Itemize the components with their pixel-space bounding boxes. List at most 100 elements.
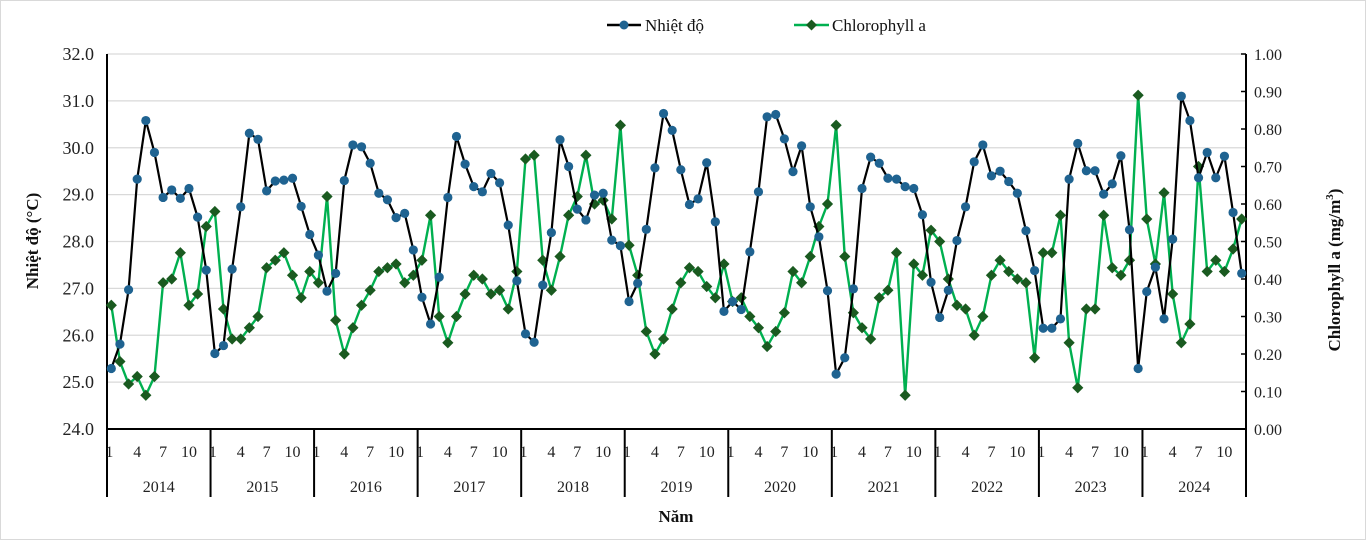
chlorophyll-point — [519, 153, 532, 165]
y2-tick-label: 0.10 — [1254, 385, 1282, 402]
chlorophyll-point — [433, 310, 445, 323]
year-label: 2024 — [1178, 479, 1210, 496]
temperature-point — [1228, 207, 1238, 218]
chlorophyll-point — [424, 209, 437, 221]
temperature-point — [883, 173, 893, 183]
chlorophyll-point — [122, 378, 135, 390]
month-tick-label: 7 — [263, 444, 271, 461]
y-tick-label: 31.0 — [63, 91, 95, 111]
chlorophyll-point — [286, 269, 299, 281]
chlorophyll-point — [304, 265, 316, 278]
chlorophyll-point — [977, 310, 989, 323]
temperature-point — [676, 165, 686, 175]
legend-chlorophyll-label: Chlorophyll a — [832, 16, 926, 35]
temperature-point — [262, 186, 272, 196]
year-label: 2023 — [1075, 479, 1107, 496]
temperature-point — [822, 286, 833, 296]
temperature-point — [1150, 262, 1160, 272]
y-axis-title: Nhiệt độ (°C) — [23, 193, 42, 290]
temperature-point — [374, 188, 384, 198]
temperature-point — [495, 178, 505, 188]
chlorophyll-point — [269, 254, 281, 266]
temperature-point — [400, 208, 410, 218]
y2-tick-label: 0.30 — [1254, 310, 1282, 327]
temperature-point — [935, 312, 945, 323]
month-tick-label: 7 — [470, 444, 478, 461]
y2-tick-label: 1.00 — [1254, 47, 1282, 64]
y-tick-label: 30.0 — [63, 138, 95, 158]
temperature-point — [771, 109, 781, 120]
temperature-point — [1029, 265, 1040, 276]
temperature-point — [1124, 225, 1135, 235]
temperature-point — [1202, 147, 1212, 158]
temperature-point — [986, 171, 997, 181]
chlorophyll-point — [692, 265, 704, 278]
temperature-point — [158, 192, 168, 203]
temperature-point — [753, 187, 764, 197]
month-tick-label: 10 — [1009, 444, 1025, 461]
chlorophyll-point — [338, 348, 350, 360]
month-tick-label: 10 — [285, 444, 301, 461]
chlorophyll-point — [528, 149, 540, 161]
temperature-point — [520, 329, 531, 339]
y2-tick-label: 0.20 — [1254, 347, 1282, 364]
legend-chlorophyll-marker-icon — [806, 19, 817, 31]
temperature-point — [434, 272, 444, 282]
month-tick-label: 4 — [133, 444, 141, 461]
chlorophyll-point — [1080, 303, 1092, 315]
temperature-point — [141, 115, 151, 126]
temperature-point — [1090, 166, 1100, 176]
chlorophyll-point — [459, 288, 471, 300]
series-temperature — [106, 91, 1247, 379]
chlorophyll-point — [166, 273, 178, 285]
y2-tick-label: 0.70 — [1254, 160, 1282, 177]
chlorophyll-point — [657, 333, 670, 345]
y2-tick-label: 0.80 — [1254, 122, 1282, 139]
month-tick-label: 7 — [677, 444, 685, 461]
temperature-point — [598, 188, 608, 198]
chlorophyll-point — [761, 340, 773, 353]
month-tick-label: 1 — [312, 444, 320, 461]
chlorophyll-point — [183, 299, 195, 311]
chlorophyll-point — [856, 322, 868, 334]
chlorophyll-point — [899, 389, 911, 401]
temperature-point — [451, 131, 462, 142]
month-tick-label: 10 — [1113, 444, 1129, 461]
chlorophyll-point — [597, 194, 609, 206]
chlorophyll-point — [770, 325, 782, 338]
temperature-point — [995, 166, 1005, 176]
temperature-point — [193, 212, 203, 222]
chlorophyll-point — [1037, 247, 1049, 259]
temperature-point — [167, 185, 177, 195]
month-tick-label: 7 — [366, 444, 374, 461]
month-tick-label: 7 — [1091, 444, 1099, 461]
chlorophyll-point — [1132, 89, 1144, 101]
year-label: 2021 — [868, 479, 900, 496]
temperature-point — [719, 306, 729, 316]
chlorophyll-point — [1141, 213, 1153, 225]
temperature-point — [607, 235, 617, 245]
chlorophyll-point — [796, 277, 808, 289]
temperature-point — [978, 140, 988, 150]
year-label: 2014 — [143, 479, 175, 496]
temperature-point — [555, 135, 565, 145]
month-tick-label: 1 — [519, 444, 527, 461]
temperature-point — [710, 217, 720, 227]
y-tick-label: 28.0 — [63, 232, 95, 252]
month-tick-label: 10 — [388, 444, 404, 461]
temperature-point — [1159, 314, 1169, 324]
chlorophyll-point — [580, 149, 592, 161]
year-label: 2017 — [453, 479, 485, 496]
month-tick-label: 10 — [181, 444, 197, 461]
chlorophyll-point — [994, 254, 1006, 266]
chlorophyll-point — [606, 213, 618, 225]
chlorophyll-point — [355, 299, 368, 311]
month-tick-label: 7 — [573, 444, 581, 461]
chlorophyll-point — [709, 292, 721, 304]
year-label: 2015 — [246, 479, 278, 496]
y2-tick-label: 0.90 — [1254, 85, 1282, 102]
temperature-point — [633, 278, 643, 288]
temperature-point — [1081, 166, 1091, 176]
temperature-point — [175, 193, 185, 203]
